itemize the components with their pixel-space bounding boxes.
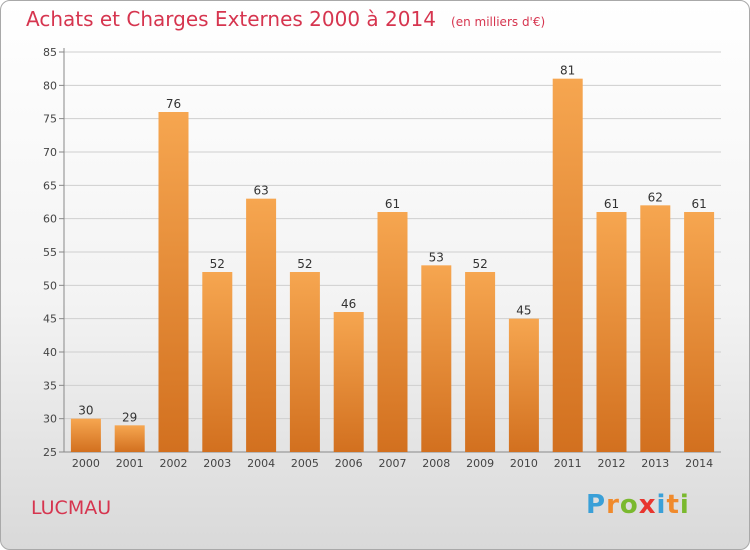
bar-2001 (114, 425, 145, 452)
bar-2003 (202, 272, 233, 452)
data-label-2007: 61 (385, 197, 400, 211)
y-tick-label: 35 (43, 379, 57, 392)
x-tick-label-2007: 2007 (379, 457, 407, 470)
x-tick-label-2009: 2009 (466, 457, 494, 470)
data-label-2005: 52 (297, 257, 312, 271)
data-label-2002: 76 (166, 97, 181, 111)
data-labels: 30 29 76 52 63 52 46 61 53 52 45 81 61 62 61 (78, 64, 706, 425)
bar-2010 (508, 318, 539, 452)
x-tick-label-2008: 2008 (422, 457, 450, 470)
y-tick-label: 85 (43, 46, 57, 59)
y-tick-label: 65 (43, 179, 57, 192)
logo-letter: x (638, 490, 657, 520)
y-tick-label: 45 (43, 313, 57, 326)
y-tick-label: 70 (43, 146, 57, 159)
bar-2014 (684, 212, 715, 452)
bar-2008 (421, 265, 452, 452)
data-label-2006: 46 (341, 297, 356, 311)
bar-2005 (289, 272, 320, 452)
bar-2004 (246, 198, 277, 452)
unit-note: (en milliers d'€) (451, 15, 546, 29)
logo-letter: P (586, 490, 607, 520)
data-label-2014: 61 (691, 197, 706, 211)
data-label-2004: 63 (253, 184, 268, 198)
x-tick-label-2002: 2002 (160, 457, 188, 470)
data-label-2001: 29 (122, 410, 137, 424)
y-tick-label: 25 (43, 446, 57, 459)
chart-title: Achats et Charges Externes 2000 à 2014 (… (26, 7, 545, 31)
x-tick-label-2014: 2014 (685, 457, 713, 470)
proxiti-logo: Proxiti (586, 490, 690, 520)
bars (70, 78, 715, 453)
data-label-2013: 62 (648, 190, 663, 204)
x-tick-label-2001: 2001 (116, 457, 144, 470)
y-tick-label: 30 (43, 413, 57, 426)
logo-letter: i (679, 490, 690, 520)
x-tick-label-2012: 2012 (598, 457, 626, 470)
commune-name: LUCMAU (31, 497, 112, 519)
logo-letter: r (606, 490, 620, 520)
x-tick-label-2011: 2011 (554, 457, 582, 470)
bar-2013 (640, 205, 671, 452)
bar-2000 (70, 418, 101, 452)
data-label-2012: 61 (604, 197, 619, 211)
x-tick-label-2000: 2000 (72, 457, 100, 470)
y-tick-label: 75 (43, 113, 57, 126)
bar-2011 (552, 78, 583, 453)
x-tick-label-2005: 2005 (291, 457, 319, 470)
x-tick-label-2013: 2013 (641, 457, 669, 470)
y-tick-label: 40 (43, 346, 57, 359)
logo-letter: i (656, 490, 667, 520)
x-tick-label-2010: 2010 (510, 457, 538, 470)
data-label-2011: 81 (560, 64, 575, 78)
title-text: Achats et Charges Externes 2000 à 2014 (26, 7, 436, 31)
bar-2012 (596, 212, 627, 452)
data-label-2009: 52 (472, 257, 487, 271)
x-tick-label-2004: 2004 (247, 457, 275, 470)
logo-letter: t (666, 490, 680, 520)
data-label-2003: 52 (210, 257, 225, 271)
bar-2009 (465, 272, 496, 452)
y-tick-label: 80 (43, 79, 57, 92)
logo-letter: o (619, 490, 639, 520)
bar-2002 (158, 112, 189, 452)
bar-2007 (377, 212, 408, 452)
y-tick-label: 55 (43, 246, 57, 259)
data-label-2008: 53 (429, 250, 444, 264)
data-label-2010: 45 (516, 304, 531, 318)
axes: 25 30 35 40 45 50 55 60 65 70 75 80 85 2000 2001 2002 20… (43, 46, 721, 470)
data-label-2000: 30 (78, 404, 93, 418)
bar-2006 (333, 312, 364, 452)
x-tick-label-2003: 2003 (203, 457, 231, 470)
y-tick-label: 60 (43, 213, 57, 226)
x-tick-label-2006: 2006 (335, 457, 363, 470)
y-tick-label: 50 (43, 279, 57, 292)
